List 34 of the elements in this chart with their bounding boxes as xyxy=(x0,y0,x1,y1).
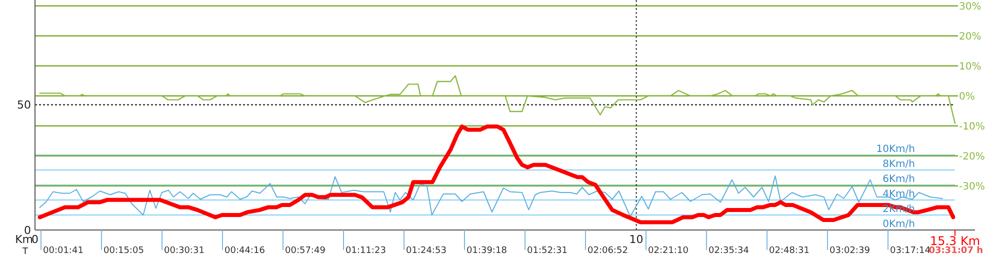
text: 01:11:23 xyxy=(346,246,386,256)
text: 00:01:41 xyxy=(43,246,84,256)
y3-tick-label: 6Km/h xyxy=(882,174,915,185)
text: 01:52:31 xyxy=(527,246,568,256)
line-series xyxy=(39,75,956,124)
text: 02:35:34 xyxy=(708,246,750,256)
text: 00:57:49 xyxy=(285,246,326,256)
y-tick-label: 50 xyxy=(17,98,31,112)
text: 03:31:07 h xyxy=(928,246,983,256)
x-tick-label: 15.3 Km xyxy=(930,234,980,248)
x-tick-label: 10 xyxy=(629,233,644,246)
y3-tick-label: 10Km/h xyxy=(876,144,915,155)
text: 01:39:18 xyxy=(466,246,508,256)
y2-tick-label: 30% xyxy=(959,1,982,12)
x-axis-title: Km xyxy=(15,233,33,246)
y2-tick-label: 20% xyxy=(959,31,982,42)
text: 00:44:16 xyxy=(224,246,266,256)
y3-tick-label: 8Km/h xyxy=(882,159,915,170)
text: 02:48:31 xyxy=(769,246,810,256)
y2-tick-label: 10% xyxy=(959,61,982,72)
text: 00:30:31 xyxy=(164,246,204,256)
text: 01:24:53 xyxy=(406,246,446,256)
y2-tick-label: -20% xyxy=(959,151,985,162)
y3-tick-label: 0Km/h xyxy=(882,219,915,230)
x2-axis-title: T xyxy=(22,247,28,257)
y2-tick-label: 0% xyxy=(959,91,975,102)
y2-tick-label: -30% xyxy=(959,181,985,192)
text: 02:21:10 xyxy=(648,246,689,256)
text: 00:15:05 xyxy=(104,246,144,256)
text: 03:02:39 xyxy=(830,246,870,256)
y3-tick-label: 4Km/h xyxy=(882,189,915,200)
text: 02:06:52 xyxy=(588,246,628,256)
text: 03:17:14 xyxy=(890,246,931,256)
y2-tick-label: -10% xyxy=(959,121,985,132)
